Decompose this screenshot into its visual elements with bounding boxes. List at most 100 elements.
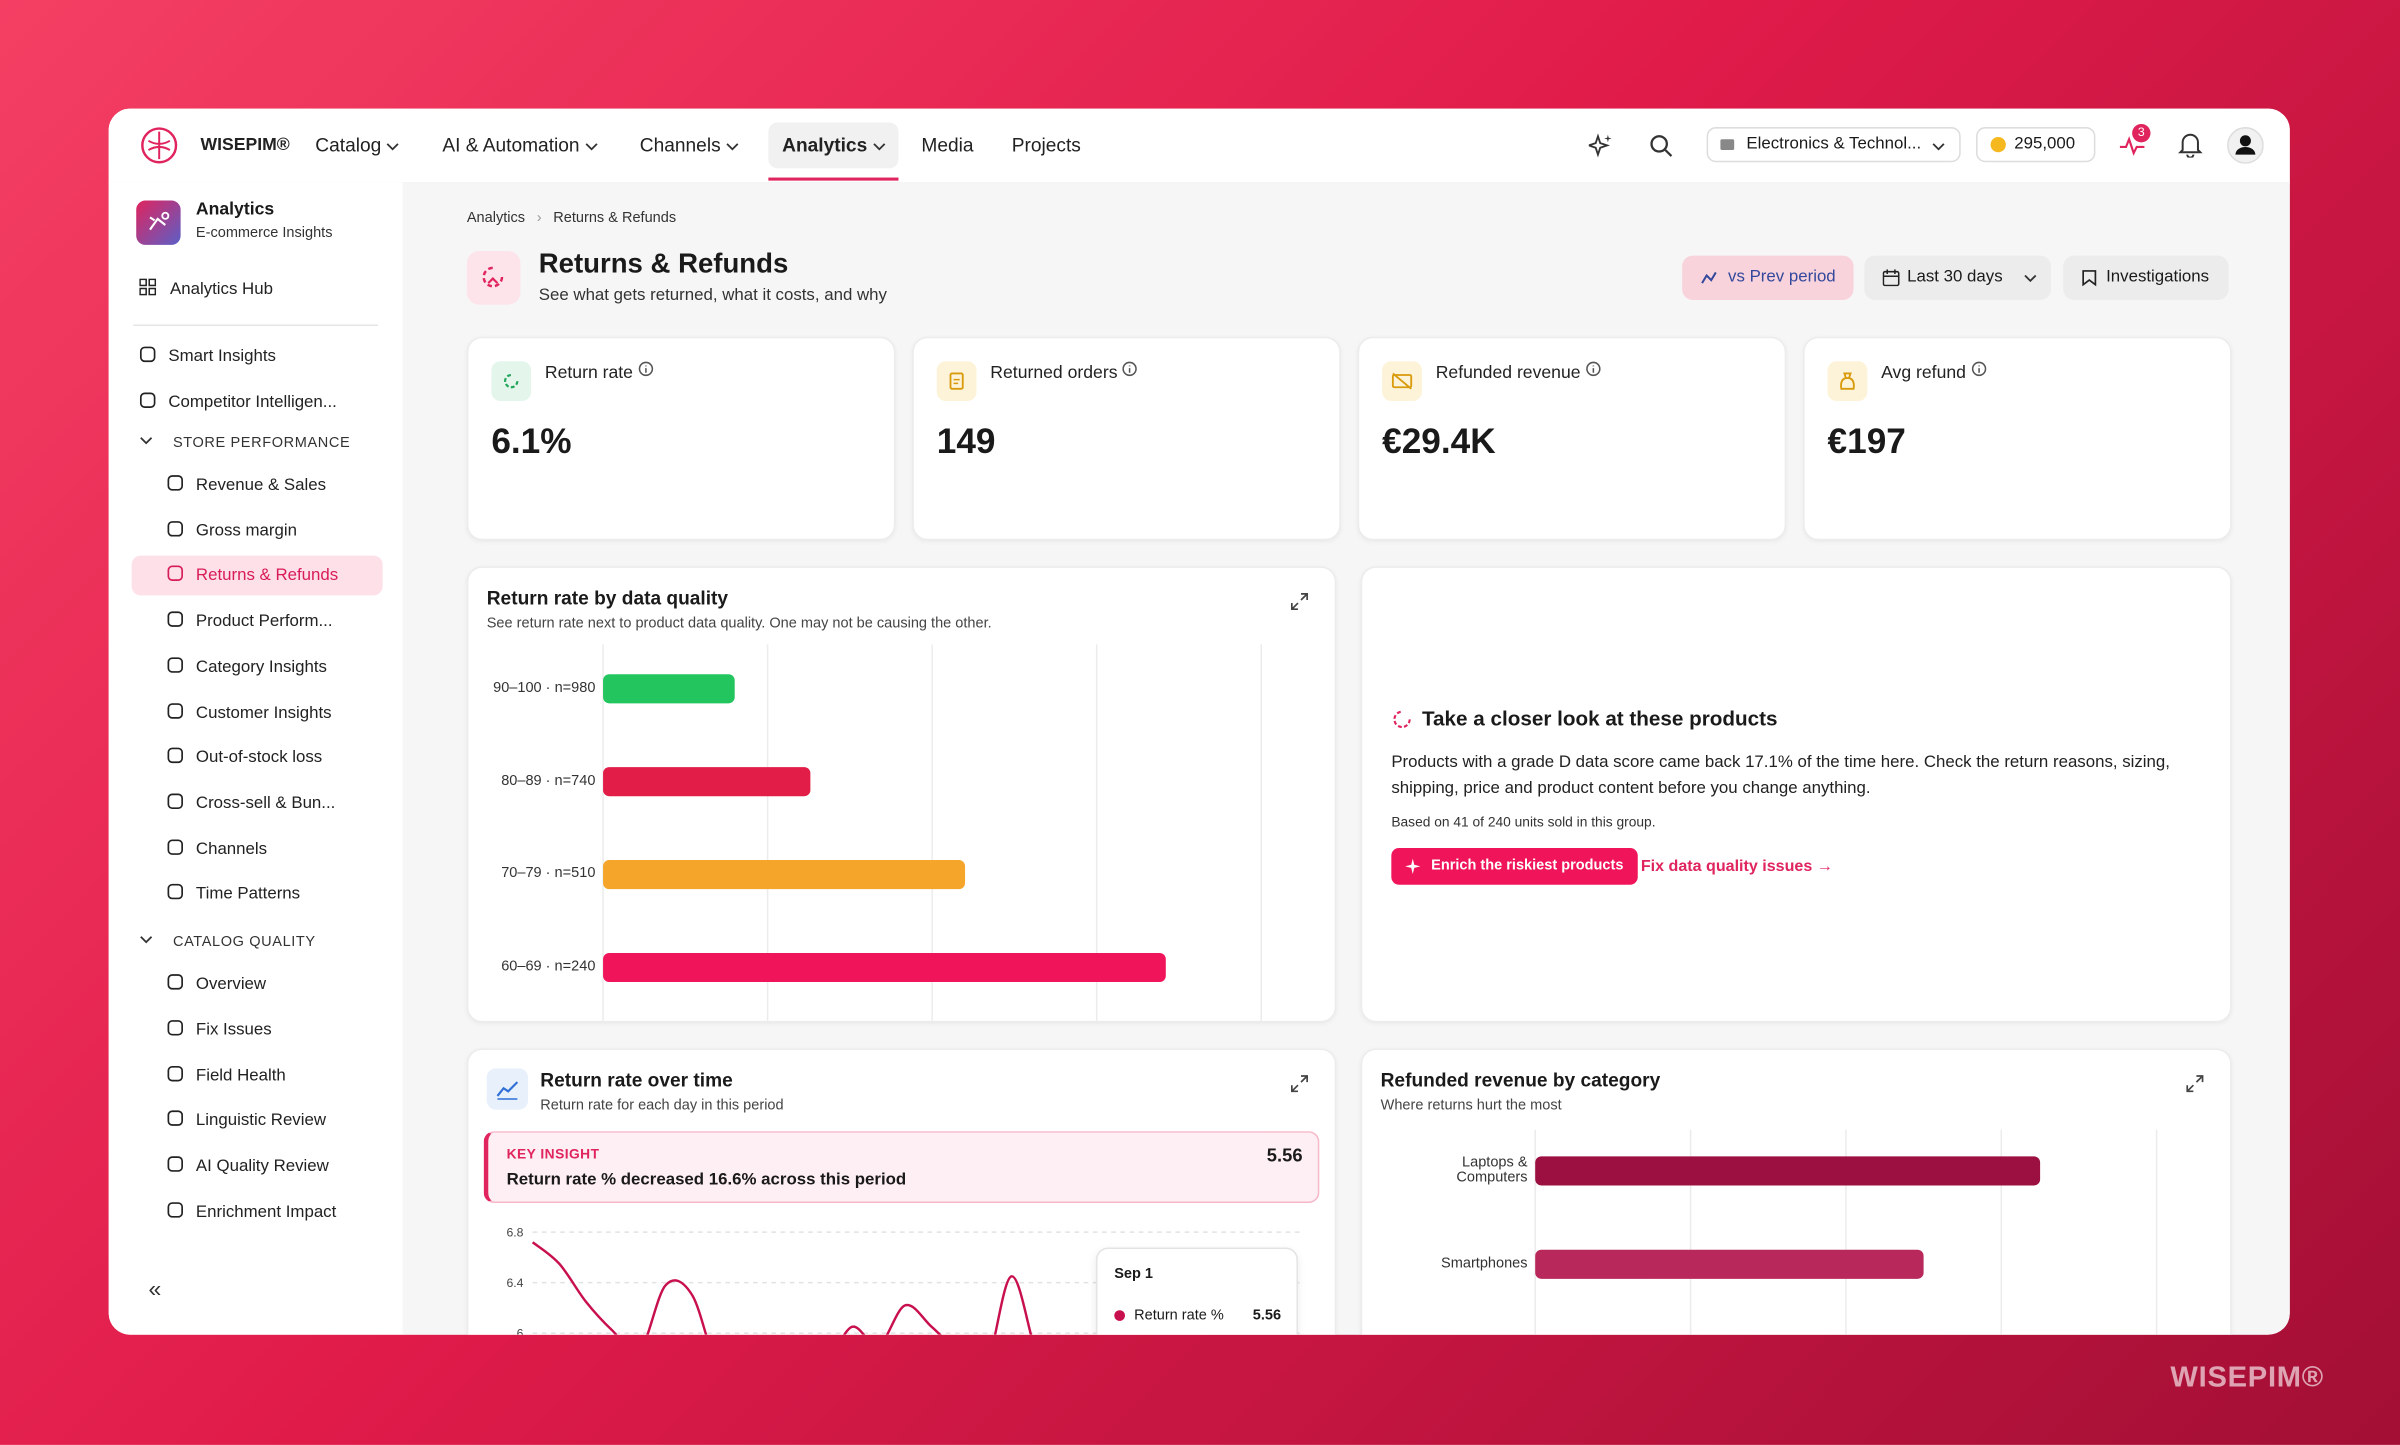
credits[interactable]: 295,000 xyxy=(1976,127,2096,163)
sidebar-item[interactable]: Returns & Refunds xyxy=(131,556,383,597)
page-subtitle: See what gets returned, what it costs, a… xyxy=(538,286,887,305)
bell-icon[interactable] xyxy=(2178,132,2203,158)
sidebar-item[interactable]: Linguistic Review xyxy=(167,1101,326,1141)
nav-item[interactable]: Catalog xyxy=(315,109,399,182)
tooltip-series: Return rate % xyxy=(1134,1307,1224,1324)
chart-title: Return rate by data quality xyxy=(486,587,729,610)
chart-subtitle: Where returns hurt the most xyxy=(1380,1097,1562,1115)
top-bar: WISEPIM® Catalog AI & Automation Channel… xyxy=(108,108,2290,184)
collapse-button[interactable]: « xyxy=(148,1276,162,1303)
sidebar-section[interactable]: CATALOG QUALITY xyxy=(139,923,315,963)
sidebar-item[interactable]: Cross-sell & Bun... xyxy=(167,784,335,824)
tooltip-date: Sep 1 xyxy=(1114,1265,1154,1283)
button-label: Investigations xyxy=(2106,267,2210,287)
nav-label: AI & Automation xyxy=(442,134,580,157)
expand-icon[interactable] xyxy=(1290,1074,1308,1093)
sidebar-item[interactable]: Category Insights xyxy=(167,647,327,687)
nav-item[interactable]: AI & Automation xyxy=(442,109,598,182)
sidebar-label: Channels xyxy=(195,839,268,859)
key-insight-value: 5.56 xyxy=(1266,1144,1303,1167)
avatar[interactable] xyxy=(2227,127,2264,164)
y-tick-label: 80–89 · n=740 xyxy=(501,772,596,790)
insight-card: Take a closer look at these products Pro… xyxy=(1360,566,2232,1023)
sidebar-label: Category Insights xyxy=(195,657,327,677)
bar xyxy=(603,860,966,890)
sidebar-item[interactable]: Channels xyxy=(167,829,267,869)
workspace-select[interactable]: Electronics & Technol... xyxy=(1706,127,1961,163)
expand-icon[interactable] xyxy=(2186,1074,2204,1093)
sidebar-item[interactable]: Gross margin xyxy=(167,511,297,551)
sidebar-item[interactable]: Revenue & Sales xyxy=(167,465,326,505)
investigations-button[interactable]: Investigations xyxy=(2063,255,2229,300)
sidebar-item[interactable]: AI Quality Review xyxy=(167,1147,329,1187)
kpi-icon xyxy=(1827,361,1868,402)
sidebar-item[interactable]: Field Health xyxy=(167,1056,286,1096)
sidebar-label: Smart Insights xyxy=(168,347,276,366)
chart-subtitle: Return rate for each day in this period xyxy=(540,1097,784,1115)
chart-subtitle: See return rate next to product data qua… xyxy=(486,615,992,633)
button-label: Enrich the riskiest products xyxy=(1431,857,1624,874)
sidebar-label: Gross margin xyxy=(195,521,297,540)
sidebar-label: Customer Insights xyxy=(195,703,332,722)
plot xyxy=(1534,1129,2158,1335)
kpi-value: €29.4K xyxy=(1382,420,1496,461)
sidebar-item[interactable]: Competitor Intelligen... xyxy=(139,383,337,423)
page-icon xyxy=(466,251,521,305)
logo xyxy=(141,127,178,164)
sidebar-label: Product Perform... xyxy=(195,612,333,631)
nav-label: Analytics xyxy=(782,134,868,157)
secondary-link[interactable]: Fix data quality issues → xyxy=(1640,857,1833,876)
sidebar-item[interactable]: Time Patterns xyxy=(167,874,300,914)
nav-item[interactable]: Projects xyxy=(1011,134,1081,157)
y-tick-label: 60–69 · n=240 xyxy=(501,958,596,976)
search-icon[interactable] xyxy=(1648,133,1673,157)
sidebar-item[interactable]: Overview xyxy=(167,965,266,1005)
breadcrumb-item[interactable]: Analytics xyxy=(466,209,526,227)
compare-button[interactable]: vs Prev period xyxy=(1682,255,1854,300)
nav-item[interactable]: Media xyxy=(921,134,974,157)
breadcrumb: Analytics › Returns & Refunds xyxy=(466,209,677,227)
chart-title: Refunded revenue by category xyxy=(1380,1069,1661,1092)
key-insight-text: Return rate % decreased 16.6% across thi… xyxy=(506,1170,907,1190)
section-title: CATALOG QUALITY xyxy=(172,934,316,951)
workspace-label: Electronics & Technol... xyxy=(1746,134,1922,154)
credits-label: 295,000 xyxy=(2014,134,2076,154)
sidebar-item[interactable]: Customer Insights xyxy=(167,693,332,733)
kpi-card: Returned orders 149 xyxy=(912,336,1341,541)
sidebar-item[interactable]: Out-of-stock loss xyxy=(167,738,322,778)
kpi-card: Refunded revenue €29.4K xyxy=(1357,336,1787,541)
sidebar-section[interactable]: STORE PERFORMANCE xyxy=(139,424,350,464)
bar xyxy=(603,952,1166,983)
chart-card: Return rate by data quality See return r… xyxy=(466,566,1337,1023)
ai-icon[interactable] xyxy=(1588,133,1613,158)
sidebar-item[interactable]: Enrichment Impact xyxy=(167,1192,336,1232)
sidebar-item[interactable]: Analytics Hub xyxy=(139,269,273,309)
sidebar-item[interactable]: Smart Insights xyxy=(139,337,276,377)
y-tick-label: 6.4 xyxy=(506,1276,523,1290)
expand-icon[interactable] xyxy=(1290,592,1308,611)
chart-card: Return rate over time Return rate for ea… xyxy=(466,1048,1337,1335)
button-label: vs Prev period xyxy=(1728,267,1836,287)
button-label: Last 30 days xyxy=(1907,267,2003,287)
sidebar-item[interactable]: Product Perform... xyxy=(167,602,333,642)
nav-item[interactable]: Analytics xyxy=(782,109,885,182)
date-range-button[interactable]: Last 30 days xyxy=(1864,255,2052,300)
bar xyxy=(1535,1249,1924,1279)
primary-button[interactable]: Enrich the riskiest products xyxy=(1391,847,1638,885)
kpi-label: Returned orders xyxy=(990,361,1138,383)
sidebar-item[interactable]: Fix Issues xyxy=(167,1010,272,1050)
breadcrumb-item: Returns & Refunds xyxy=(553,209,677,227)
chart-icon xyxy=(486,1068,529,1110)
activity-icon[interactable] xyxy=(2118,132,2146,160)
kpi-card: Return rate 6.1% xyxy=(466,336,896,541)
sidebar-label: Field Health xyxy=(195,1066,286,1085)
nav-label: Channels xyxy=(639,134,721,157)
insight-note: Based on 41 of 240 units sold in this gr… xyxy=(1391,814,1656,830)
nav-item[interactable]: Channels xyxy=(640,109,739,182)
y-tick-label: 6 xyxy=(517,1327,524,1335)
divider xyxy=(133,324,379,327)
kpi-label: Avg refund xyxy=(1881,361,1986,383)
y-tick-label: Smartphones xyxy=(1441,1255,1528,1272)
sidebar-label: Analytics Hub xyxy=(169,280,273,299)
